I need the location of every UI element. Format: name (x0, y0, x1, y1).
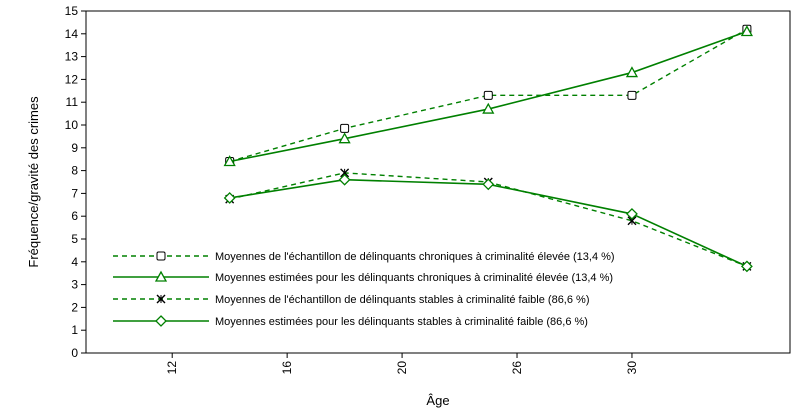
data-point-diamond (482, 178, 495, 191)
data-point-triangle (740, 25, 754, 37)
x-tick-label: 20 (395, 361, 409, 375)
y-tick-label: 9 (71, 141, 78, 155)
data-point-triangle (223, 155, 236, 167)
legend-item: Moyennes estimées pour les délinquants c… (113, 270, 613, 284)
data-point-triangle (625, 66, 639, 78)
y-tick-label: 10 (65, 118, 79, 132)
legend-label: Moyennes estimées pour les délinquants s… (215, 316, 588, 328)
data-point-triangle (482, 102, 495, 114)
data-point-diamond (740, 260, 753, 273)
x-tick-label: 30 (625, 361, 639, 375)
data-point-diamond (223, 192, 236, 204)
y-tick-label: 2 (71, 300, 78, 314)
x-tick-label: 16 (280, 361, 294, 375)
y-tick-label: 6 (71, 209, 78, 223)
data-point-square (483, 90, 493, 100)
legend-marker-diamond (155, 315, 167, 327)
y-tick-label: 5 (71, 232, 78, 246)
legend: Moyennes de l'échantillon de délinquants… (113, 251, 615, 328)
legend-label: Moyennes de l'échantillon de délinquants… (215, 251, 615, 263)
series-2 (223, 25, 754, 167)
series-line (229, 28, 748, 163)
data-point-triangle (338, 132, 351, 144)
y-tick-label: 8 (71, 164, 78, 178)
legend-item: Moyennes estimées pour les délinquants s… (113, 315, 588, 328)
x-axis: 12 16 20 26 30 (165, 353, 639, 374)
series-4 (223, 173, 753, 273)
x-tick-label: 26 (510, 361, 524, 375)
series-1 (225, 24, 752, 166)
data-point-square (627, 90, 637, 100)
y-axis-title: Fréquence/gravité des crimes (26, 96, 41, 268)
y-tick-label: 15 (65, 4, 79, 18)
legend-marker-star (156, 294, 166, 304)
legend-marker-triangle (154, 270, 168, 282)
y-tick-label: 12 (65, 72, 79, 86)
legend-item: Moyennes de l'échantillon de délinquants… (113, 294, 589, 306)
legend-label: Moyennes de l'échantillon de délinquants… (215, 294, 589, 306)
legend-marker-square (156, 251, 166, 261)
y-tick-label: 7 (71, 186, 78, 200)
x-axis-title: Âge (426, 393, 449, 408)
y-tick-label: 13 (65, 50, 79, 64)
data-point-diamond (626, 208, 638, 220)
series-layer (223, 24, 754, 273)
y-tick-label: 0 (71, 346, 78, 360)
data-point-diamond (338, 173, 351, 186)
legend-label: Moyennes estimées pour les délinquants c… (215, 272, 613, 284)
y-tick-label: 14 (65, 27, 79, 41)
y-tick-label: 3 (71, 278, 78, 292)
legend-item: Moyennes de l'échantillon de délinquants… (113, 251, 615, 263)
x-tick-label: 12 (165, 361, 179, 375)
y-tick-label: 1 (71, 323, 78, 337)
plot-area-frame (85, 10, 791, 354)
y-tick-label: 4 (71, 255, 78, 269)
data-point-square (340, 123, 350, 133)
y-tick-label: 11 (66, 95, 79, 109)
